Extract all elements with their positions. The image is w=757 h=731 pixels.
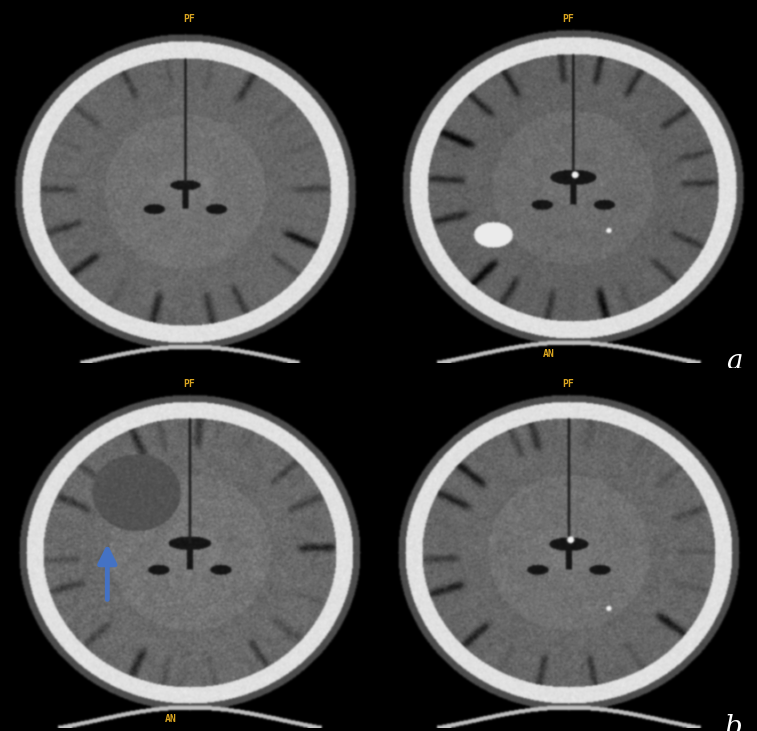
Text: PF: PF xyxy=(562,379,574,389)
Text: b: b xyxy=(725,713,743,731)
Text: AN: AN xyxy=(165,714,176,724)
Text: AN: AN xyxy=(544,349,555,359)
Text: PF: PF xyxy=(183,14,195,23)
Text: PF: PF xyxy=(562,14,574,23)
Text: a: a xyxy=(726,348,743,375)
Text: PF: PF xyxy=(183,379,195,389)
